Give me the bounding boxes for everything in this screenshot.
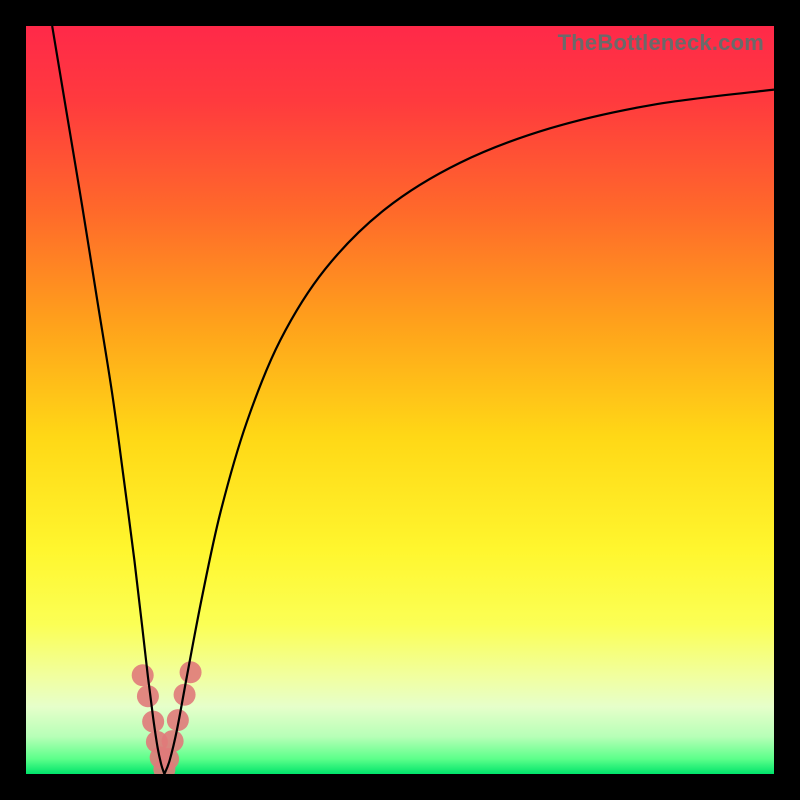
- curve-right-branch: [164, 90, 774, 774]
- chart-frame: TheBottleneck.com: [0, 0, 800, 800]
- vertex-marker: [180, 661, 202, 683]
- vertex-marker: [132, 664, 154, 686]
- curve-left-branch: [52, 26, 164, 774]
- vertex-marker: [137, 685, 159, 707]
- plot-area: TheBottleneck.com: [26, 26, 774, 774]
- vertex-marker-group: [132, 661, 202, 774]
- curve-layer: [26, 26, 774, 774]
